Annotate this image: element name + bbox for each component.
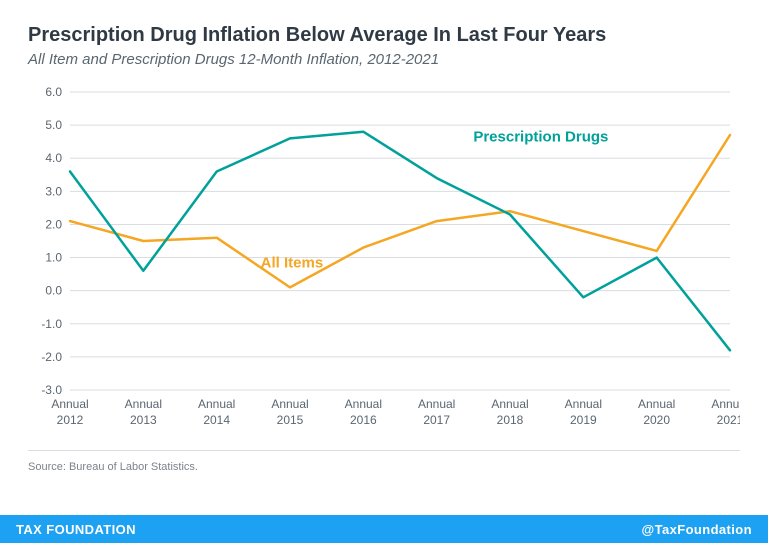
x-tick-label-line1: Annual [51,397,88,411]
y-tick-label: -1.0 [41,317,62,331]
source-note: Source: Bureau of Labor Statistics. [28,461,740,473]
x-tick-label-line2: 2014 [203,413,230,427]
y-tick-label: -2.0 [41,350,62,364]
divider-line [28,450,740,451]
footer-handle: @TaxFoundation [642,522,752,537]
y-tick-label: 5.0 [45,118,62,132]
series-label: All Items [261,254,324,271]
y-tick-label: 4.0 [45,151,62,165]
x-tick-label-line2: 2018 [497,413,524,427]
x-tick-label-line2: 2015 [277,413,304,427]
x-tick-label-line2: 2016 [350,413,377,427]
x-tick-label-line1: Annual [271,397,308,411]
x-tick-label-line1: Annual [638,397,675,411]
x-tick-label-line1: Annual [491,397,528,411]
x-tick-label-line1: Annual [345,397,382,411]
x-tick-label-line2: 2019 [570,413,597,427]
x-tick-label-line2: 2013 [130,413,157,427]
x-tick-label-line1: Annual [198,397,235,411]
chart-area: 6.05.04.03.02.01.00.0-1.0-2.0-3.0Annual2… [28,82,740,442]
x-tick-label-line2: 2017 [423,413,450,427]
x-tick-label-line2: 2012 [57,413,84,427]
y-tick-label: 3.0 [45,184,62,198]
footer-org: TAX FOUNDATION [16,522,136,537]
chart-title: Prescription Drug Inflation Below Averag… [28,24,740,47]
series-label: Prescription Drugs [473,129,608,146]
y-tick-label: 6.0 [45,85,62,99]
x-tick-label-line2: 2021 [717,413,740,427]
x-tick-label-line1: Annual [565,397,602,411]
footer-bar: TAX FOUNDATION @TaxFoundation [0,515,768,543]
x-tick-label-line2: 2020 [643,413,670,427]
y-tick-label: 0.0 [45,284,62,298]
x-tick-label-line1: Annual [125,397,162,411]
y-tick-label: 2.0 [45,217,62,231]
x-tick-label-line1: Annual [418,397,455,411]
line-chart-svg: 6.05.04.03.02.01.00.0-1.0-2.0-3.0Annual2… [28,82,740,442]
x-tick-label-line1: Annual [711,397,740,411]
y-tick-label: -3.0 [41,383,62,397]
chart-subtitle: All Item and Prescription Drugs 12-Month… [28,51,740,68]
y-tick-label: 1.0 [45,251,62,265]
